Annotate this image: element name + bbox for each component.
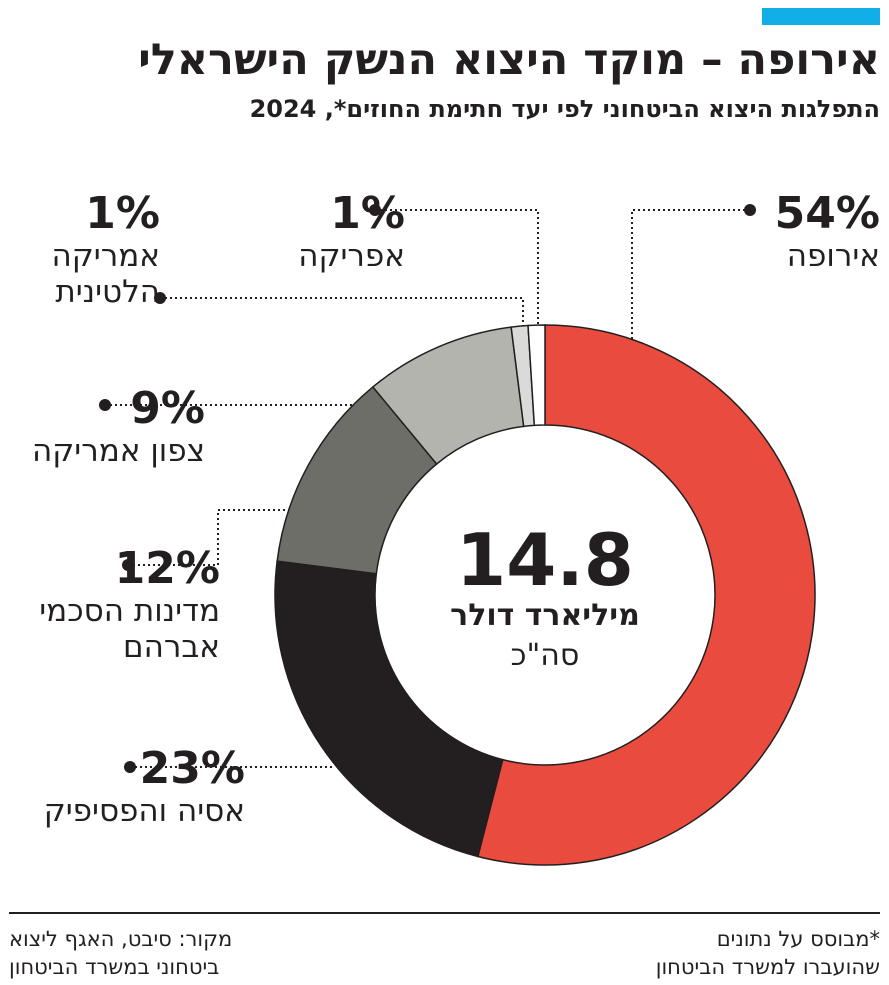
donut-hole [376,426,714,764]
category-label: צפון אמריקה [32,433,205,469]
value-label: 1% [85,188,160,239]
footnote: *מבוסס על נתונים שהועברו למשרד הביטחון [655,927,880,979]
value-label: 54% [774,188,880,239]
source: מקור: סיבט, האגף ליצוא ביטחוני במשרד הבי… [9,927,233,979]
total-label: סה"כ [510,638,580,673]
accent-bar [762,8,880,25]
total-unit: מיליארד דולר [450,598,640,633]
category-label: אמריקה הלטינית [51,238,160,310]
value-label: 12% [114,543,220,594]
donut-segment [527,324,546,427]
category-label: מדינות הסכמי אברהם [39,593,220,665]
donut-segment [274,560,504,858]
chart-subtitle: התפלגות היצוא הביטחוני לפי יעד חתימת החו… [249,95,880,123]
category-label: אפריקה [298,238,405,274]
chart-title: אירופה – מוקד היצוא הנשק הישראלי [138,35,880,85]
donut-segment [476,324,816,866]
value-label: 9% [130,383,205,434]
category-label: אסיה והפסיפיק [43,793,245,829]
total-value: 14.8 [456,518,634,602]
category-label: אירופה [786,238,880,274]
value-label: 1% [330,188,405,239]
leader-lines [105,209,750,768]
leader-dots [99,204,756,773]
value-label: 23% [139,743,245,794]
